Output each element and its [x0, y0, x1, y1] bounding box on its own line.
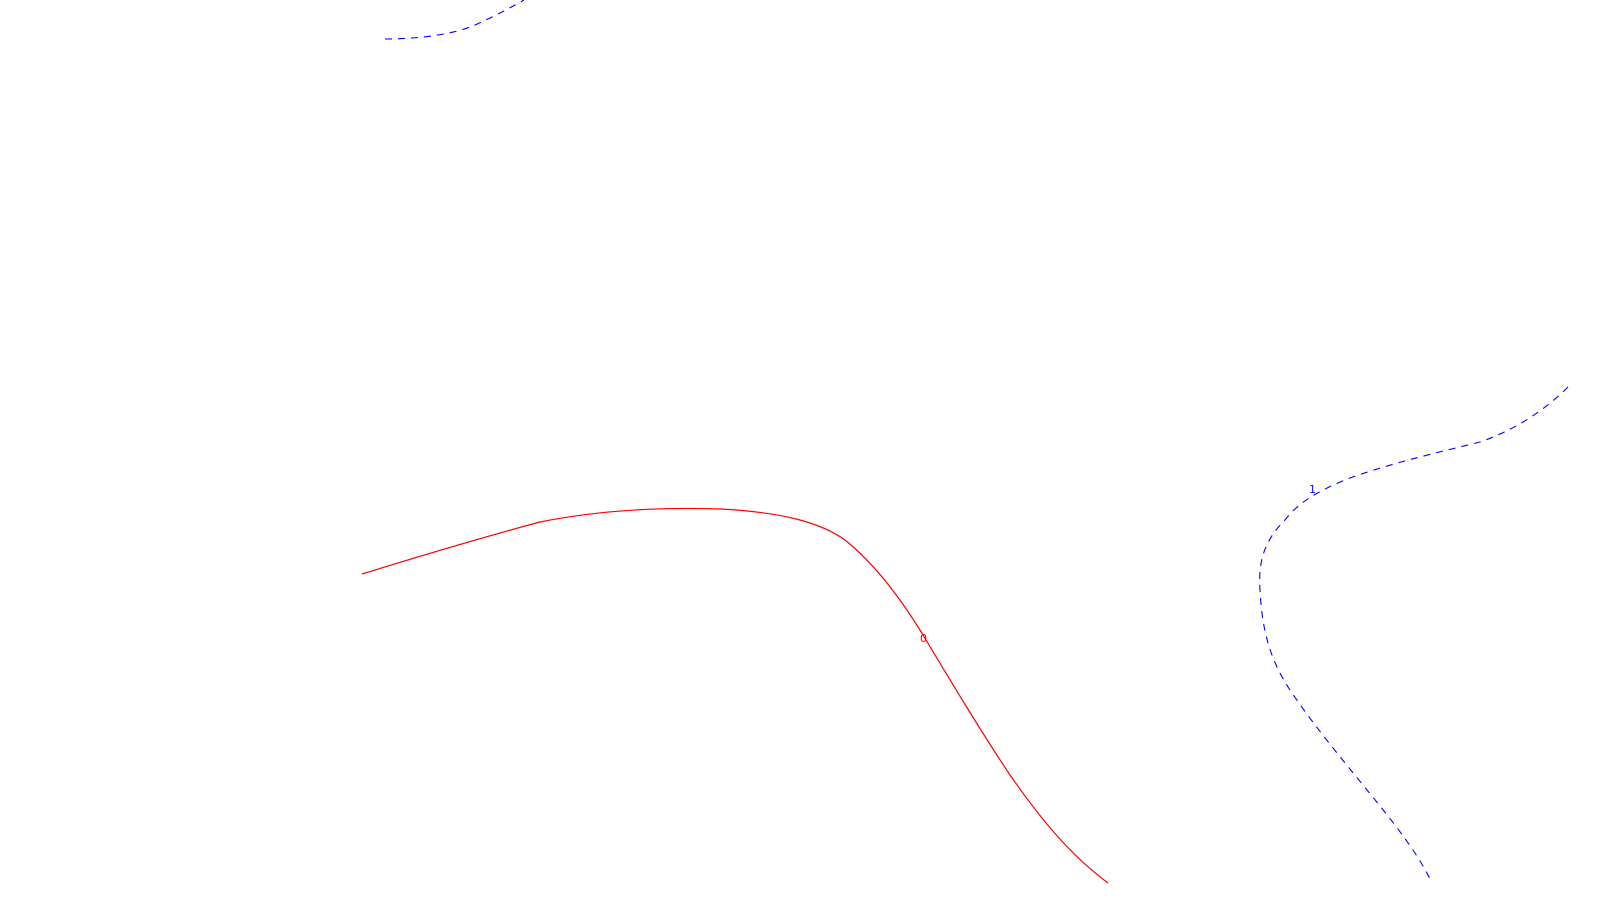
- contour-line-level-0: [361, 507, 1109, 884]
- contour-line-level-1-top: [384, 0, 525, 40]
- contour-label-level-0: 0: [920, 632, 927, 645]
- contour-label-level-1: 1: [1309, 483, 1316, 496]
